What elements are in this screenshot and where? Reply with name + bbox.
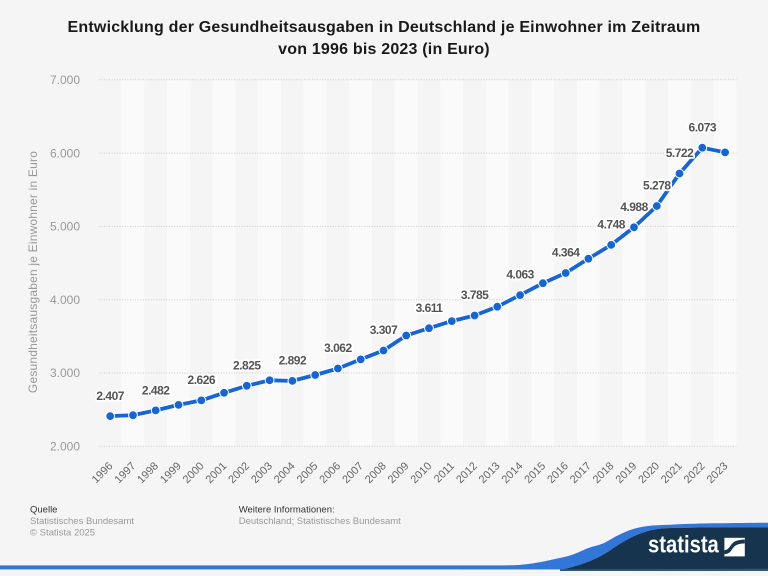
svg-text:2.000: 2.000 xyxy=(50,440,80,454)
svg-text:6.000: 6.000 xyxy=(50,146,80,160)
svg-text:© Statista 2025: © Statista 2025 xyxy=(30,527,95,538)
svg-text:2.825: 2.825 xyxy=(233,358,261,372)
svg-text:Statistisches Bundesamt: Statistisches Bundesamt xyxy=(30,516,134,527)
svg-text:5.278: 5.278 xyxy=(643,179,671,193)
svg-text:4.988: 4.988 xyxy=(620,200,648,214)
svg-text:3.611: 3.611 xyxy=(416,301,444,315)
svg-text:Entwicklung der Gesundheitsaus: Entwicklung der Gesundheitsausgaben in D… xyxy=(68,19,701,36)
svg-text:4.000: 4.000 xyxy=(50,293,80,307)
svg-text:5.000: 5.000 xyxy=(50,220,80,234)
svg-text:Deutschland; Statistisches Bun: Deutschland; Statistisches Bundesamt xyxy=(239,516,401,527)
svg-text:3.307: 3.307 xyxy=(370,323,398,337)
svg-text:6.073: 6.073 xyxy=(689,120,717,134)
svg-text:Gesundheitsausgaben je Einwohn: Gesundheitsausgaben je Einwohner in Euro xyxy=(26,151,40,393)
svg-text:7.000: 7.000 xyxy=(50,73,80,87)
svg-text:3.062: 3.062 xyxy=(324,341,352,355)
svg-text:statista: statista xyxy=(648,531,719,558)
svg-text:4.063: 4.063 xyxy=(506,268,534,282)
svg-text:2.626: 2.626 xyxy=(188,373,216,387)
svg-text:4.748: 4.748 xyxy=(597,218,625,232)
svg-text:3.785: 3.785 xyxy=(461,288,489,302)
svg-text:Quelle: Quelle xyxy=(30,504,57,515)
svg-text:3.000: 3.000 xyxy=(50,366,80,380)
svg-text:2.892: 2.892 xyxy=(279,354,307,368)
svg-text:2.407: 2.407 xyxy=(96,389,124,403)
svg-text:5.722: 5.722 xyxy=(666,146,694,160)
svg-text:4.364: 4.364 xyxy=(552,246,580,260)
svg-text:Weitere Informationen:: Weitere Informationen: xyxy=(239,504,335,515)
svg-text:von 1996 bis 2023 (in Euro): von 1996 bis 2023 (in Euro) xyxy=(278,41,490,58)
svg-text:2.482: 2.482 xyxy=(142,384,170,398)
